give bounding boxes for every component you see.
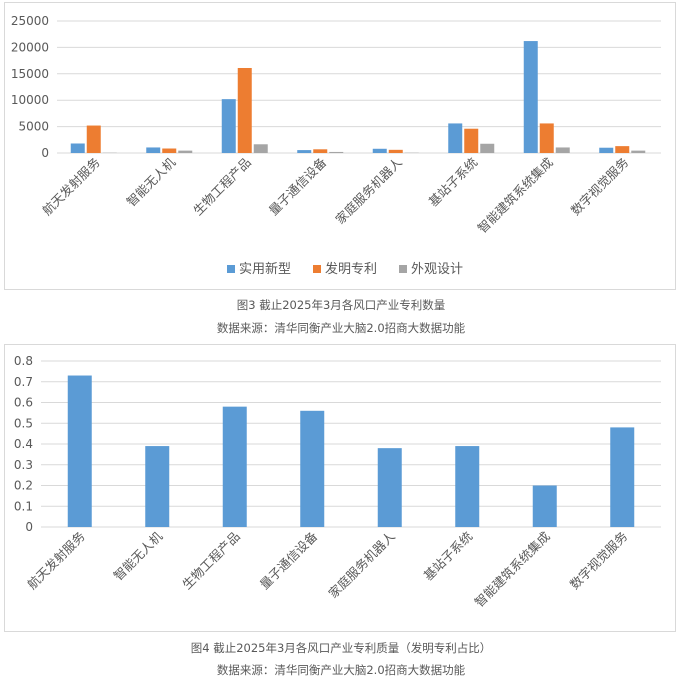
bar-1-8: [610, 427, 635, 527]
fig3-title: 图3 截止2025年3月各风口产业专利数量: [236, 298, 446, 312]
bar-1-5: [372, 148, 387, 153]
bar-3-8: [631, 150, 646, 153]
bar-3-3: [253, 144, 268, 153]
chart-panel-patent-count: 0 5000 10000 15000 20000 25000 航天发射服务 智能无人机 生物工程…: [4, 2, 676, 290]
y-tick-label: 0: [25, 520, 33, 534]
x-category-label: 生物工程产品: [190, 155, 254, 219]
x-category-label: 智能无人机: [111, 528, 166, 583]
x-category-label: 基站子系统: [421, 529, 476, 584]
x-category-label: 智能无人机: [124, 154, 179, 209]
y-tick-label: 0.2: [14, 479, 33, 493]
bar-3-4: [329, 151, 344, 153]
bar-1-7: [532, 485, 557, 527]
y-tick-label: 0.3: [14, 458, 33, 472]
legend-label-1: 实用新型: [239, 261, 291, 277]
bar-3-6: [480, 143, 495, 153]
x-category-label: 生物工程产品: [179, 529, 243, 593]
bar-3-2: [178, 150, 193, 153]
y-tick-label: 0.4: [14, 437, 33, 451]
x-category-label: 数字视觉服务: [568, 155, 632, 219]
bar-2-4: [313, 149, 328, 153]
bar-2-7: [539, 123, 554, 153]
bar-3-7: [555, 147, 570, 153]
fig4-source: 数据来源：清华同衡产业大脑2.0招商大数据功能: [216, 663, 466, 677]
x-category-label: 基站子系统: [426, 155, 481, 210]
fig3-source: 数据来源：清华同衡产业大脑2.0招商大数据功能: [216, 321, 466, 335]
y-tick-label: 20000: [11, 40, 49, 54]
bar-1-1: [67, 375, 92, 527]
legend-swatch-2: [313, 265, 321, 273]
x-category-label: 智能建筑系统集成: [472, 529, 553, 610]
y-tick-label: 0.5: [14, 416, 33, 430]
bar-2-1: [86, 125, 101, 153]
x-category-label: 量子通信设备: [257, 528, 321, 592]
y-tick-label: 25000: [11, 14, 49, 28]
y-tick-label: 0.6: [14, 396, 33, 410]
patent-count-chart: 0 5000 10000 15000 20000 25000 航天发射服务 智能无人机 生物工程…: [11, 14, 661, 277]
bar-1-6: [455, 446, 480, 527]
x-category-label: 量子通信设备: [266, 154, 330, 218]
bar-1-4: [300, 410, 325, 527]
x-category-label: 智能建筑系统集成: [475, 155, 556, 236]
x-category-label: 航天发射服务: [39, 155, 103, 219]
y-tick-label: 10000: [11, 93, 49, 107]
x-category-label: 家庭服务机器人: [325, 528, 398, 601]
legend-label-3: 外观设计: [411, 262, 463, 277]
bar-2-5: [388, 149, 403, 153]
bar-1-5: [377, 448, 402, 527]
y-tick-label: 5000: [18, 120, 49, 134]
y-tick-label: 15000: [11, 67, 49, 81]
bar-1-7: [523, 41, 538, 154]
bar-1-8: [599, 147, 614, 153]
legend-label-2: 发明专利: [325, 261, 377, 277]
bar-1-6: [448, 123, 463, 153]
y-tick-label: 0.7: [14, 375, 33, 389]
y-tick-label: 0.8: [14, 354, 33, 368]
fig4-title: 图4 截止2025年3月各风口产业专利质量（发明专利占比）: [190, 641, 492, 655]
bar-1-1: [70, 143, 85, 153]
x-category-label: 数字视觉服务: [567, 529, 631, 593]
bar-1-4: [297, 150, 312, 153]
bar-2-2: [162, 148, 177, 153]
bar-1-2: [146, 147, 161, 153]
y-tick-label: 0: [41, 146, 49, 160]
x-category-label: 航天发射服务: [24, 529, 88, 593]
bar-1-2: [145, 446, 170, 527]
bar-2-8: [615, 146, 630, 153]
patent-quality-chart: 0 0.1 0.2 0.3 0.4 0.5 0.6 0.7 0.8 航天发射服务 智能无人机 生物工程…: [14, 354, 661, 610]
x-category-label: 家庭服务机器人: [332, 154, 405, 227]
bar-1-3: [221, 99, 236, 153]
legend-swatch-1: [227, 265, 235, 273]
legend-swatch-3: [399, 265, 407, 273]
bar-2-3: [237, 67, 252, 153]
bar-2-6: [464, 128, 479, 153]
bar-1-3: [222, 406, 247, 527]
y-tick-label: 0.1: [14, 499, 33, 513]
chart-panel-patent-quality: 0 0.1 0.2 0.3 0.4 0.5 0.6 0.7 0.8 航天发射服务 智能无人机 生物工程…: [4, 344, 676, 632]
